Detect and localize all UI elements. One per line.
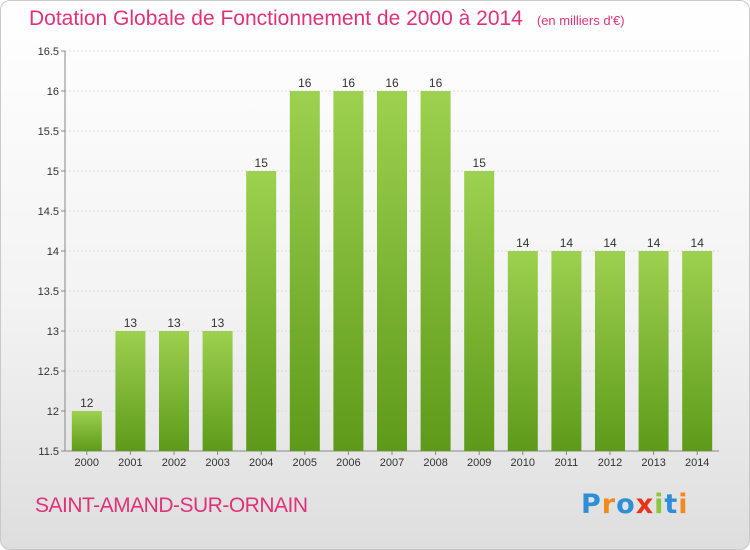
value-label-2013: 14	[647, 236, 661, 250]
bar-2002	[159, 331, 189, 451]
y-tick-label: 15.5	[38, 126, 59, 138]
proxiti-logo: Proxiti	[581, 489, 689, 520]
y-tick-label: 13	[47, 326, 59, 338]
bar-2011	[551, 251, 582, 451]
logo-letter: i	[678, 489, 689, 520]
x-tick-label-2001: 2001	[118, 457, 142, 469]
value-label-2002: 13	[167, 316, 181, 330]
bar-2010	[507, 251, 538, 451]
x-tick-label-2002: 2002	[162, 457, 186, 469]
y-tick-label: 14.5	[38, 206, 59, 218]
y-tick-label: 14	[47, 246, 59, 258]
value-label-2001: 13	[124, 316, 138, 330]
value-label-2007: 16	[385, 76, 399, 90]
value-label-2000: 12	[80, 396, 94, 410]
bar-2014	[682, 251, 713, 451]
value-label-2003: 13	[211, 316, 225, 330]
x-tick-label-2000: 2000	[75, 457, 99, 469]
x-tick-label-2009: 2009	[467, 457, 491, 469]
bar-2006	[333, 91, 364, 451]
bar-2001	[115, 331, 146, 451]
bar-2003	[202, 331, 233, 451]
x-tick-label-2003: 2003	[205, 457, 229, 469]
commune-name: SAINT-AMAND-SUR-ORNAIN	[35, 494, 308, 517]
x-tick-label-2007: 2007	[380, 457, 404, 469]
x-tick-label-2006: 2006	[336, 457, 360, 469]
y-tick-label: 13.5	[38, 286, 59, 298]
value-label-2011: 14	[560, 236, 574, 250]
value-label-2004: 15	[255, 156, 269, 170]
x-tick-label-2010: 2010	[511, 457, 535, 469]
y-tick-label: 15	[47, 166, 59, 178]
bar-2009	[464, 171, 495, 451]
y-tick-label: 12.5	[38, 366, 59, 378]
value-label-2014: 14	[691, 236, 705, 250]
bar-2008	[420, 91, 451, 451]
y-tick-label: 16.5	[38, 46, 59, 58]
bars	[71, 91, 713, 451]
x-tick-label-2012: 2012	[598, 457, 622, 469]
chart-title-text: Dotation Globale de Fonctionnement de 20…	[29, 7, 523, 30]
chart-unit-label: (en milliers d'€)	[536, 13, 625, 28]
value-label-2008: 16	[429, 76, 443, 90]
x-tick-label-2005: 2005	[293, 457, 317, 469]
value-label-2012: 14	[603, 236, 617, 250]
bar-2013	[638, 251, 669, 451]
logo-letter: i	[654, 489, 665, 520]
bar-2012	[595, 251, 625, 451]
x-tick-label-2013: 2013	[641, 457, 665, 469]
logo-letter: x	[635, 489, 655, 520]
logo-letter: t	[664, 489, 679, 520]
x-tick-label-2004: 2004	[249, 457, 273, 469]
bar-2004	[246, 171, 277, 451]
bar-2007	[377, 91, 407, 451]
logo-letter: o	[616, 489, 636, 520]
x-tick-label-2008: 2008	[423, 457, 447, 469]
bar-2005	[289, 91, 320, 451]
value-label-2005: 16	[298, 76, 312, 90]
logo-letter: r	[601, 489, 617, 520]
logo-letter: P	[581, 489, 602, 520]
chart-title: Dotation Globale de Fonctionnement de 20…	[29, 7, 625, 31]
x-tick-label-2014: 2014	[685, 457, 709, 469]
bar-chart: 11.5 12 12.5 13 13.5 14 14.5 15 15.5 16 16.5 12 2000…	[38, 46, 719, 469]
bar-2000	[71, 411, 102, 451]
value-label-2006: 16	[342, 76, 356, 90]
labels: 11.5 12 12.5 13 13.5 14 14.5 15 15.5 16 16.5 12 2000…	[38, 46, 710, 469]
y-tick-label: 11.5	[38, 446, 59, 458]
y-tick-label: 16	[47, 86, 59, 98]
y-tick-label: 12	[47, 406, 59, 418]
x-tick-label-2011: 2011	[555, 457, 579, 469]
value-label-2009: 15	[473, 156, 487, 170]
value-label-2010: 14	[516, 236, 530, 250]
